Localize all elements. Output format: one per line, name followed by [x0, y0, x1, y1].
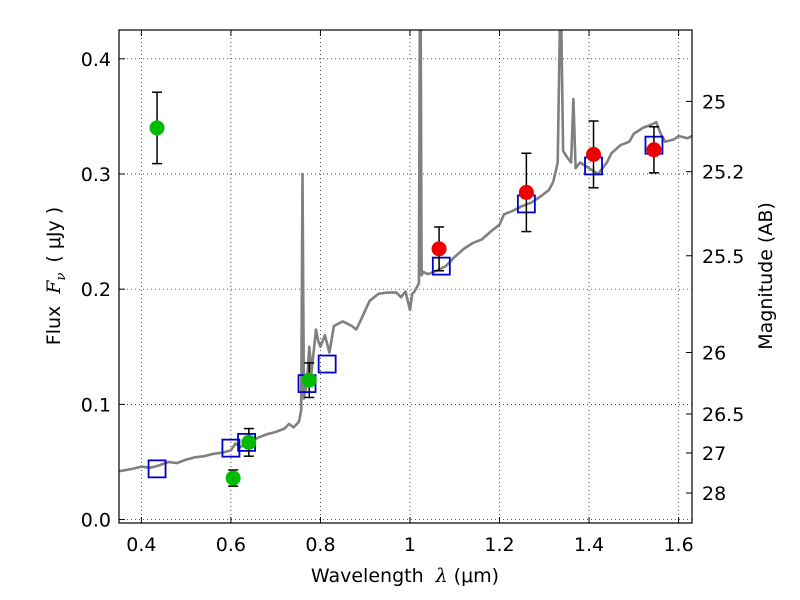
model-photometry-square [221, 438, 241, 458]
y2-tick-label: 25 [702, 91, 726, 113]
model-photometry-square [147, 459, 167, 479]
x-axis-label: Wavelength λ (μm) [311, 565, 499, 587]
optical-photometry-point [241, 434, 257, 450]
nir-photometry-point [431, 241, 447, 257]
secondary-y-axis-label: Magnitude (AB) [755, 202, 777, 350]
x-tick-label: 0.6 [216, 534, 246, 556]
nir-photometry-point [646, 142, 662, 158]
x-tick-label: 1.4 [574, 534, 604, 556]
y2-tick-label: 27 [702, 443, 726, 465]
x-tick-label: 1.6 [663, 534, 693, 556]
nir-photometry-point [518, 184, 534, 200]
x-tick-label: 0.8 [305, 534, 335, 556]
x-tick-label: 0.4 [126, 534, 156, 556]
y2-tick-label: 25.2 [702, 162, 744, 184]
y2-tick-label: 28 [702, 483, 726, 505]
y-tick-label: 0.3 [81, 164, 111, 186]
axis-ticks: 0.4 0.6 0.8 1 1.2 1.4 1.6 0.0 0.1 0.2 0.3 0.4 25 25.2… [81, 30, 744, 556]
optical-photometry-point [225, 470, 241, 486]
y2-tick-label: 26 [702, 343, 726, 365]
y-tick-label: 0.1 [81, 394, 111, 416]
model-photometry-square [317, 354, 337, 374]
y-axis-label: FluxFν( μJy ) [43, 207, 69, 345]
optical-photometry-point [149, 120, 165, 136]
y-tick-label: 0.0 [81, 510, 111, 532]
optical-photometry-point [301, 372, 317, 388]
plot-content [119, 30, 692, 487]
nir-photometry-point [586, 146, 602, 162]
model-photometry-square [431, 256, 451, 276]
y2-tick-label: 26.5 [702, 404, 744, 426]
x-tick-label: 1 [404, 534, 416, 556]
plot-background [119, 30, 692, 523]
plot-frame [118, 29, 693, 524]
y-tick-label: 0.4 [81, 49, 111, 71]
clipped-plot-area [119, 30, 692, 487]
y2-tick-label: 25.5 [702, 246, 744, 268]
y-tick-label: 0.2 [81, 279, 111, 301]
x-tick-label: 1.2 [484, 534, 514, 556]
